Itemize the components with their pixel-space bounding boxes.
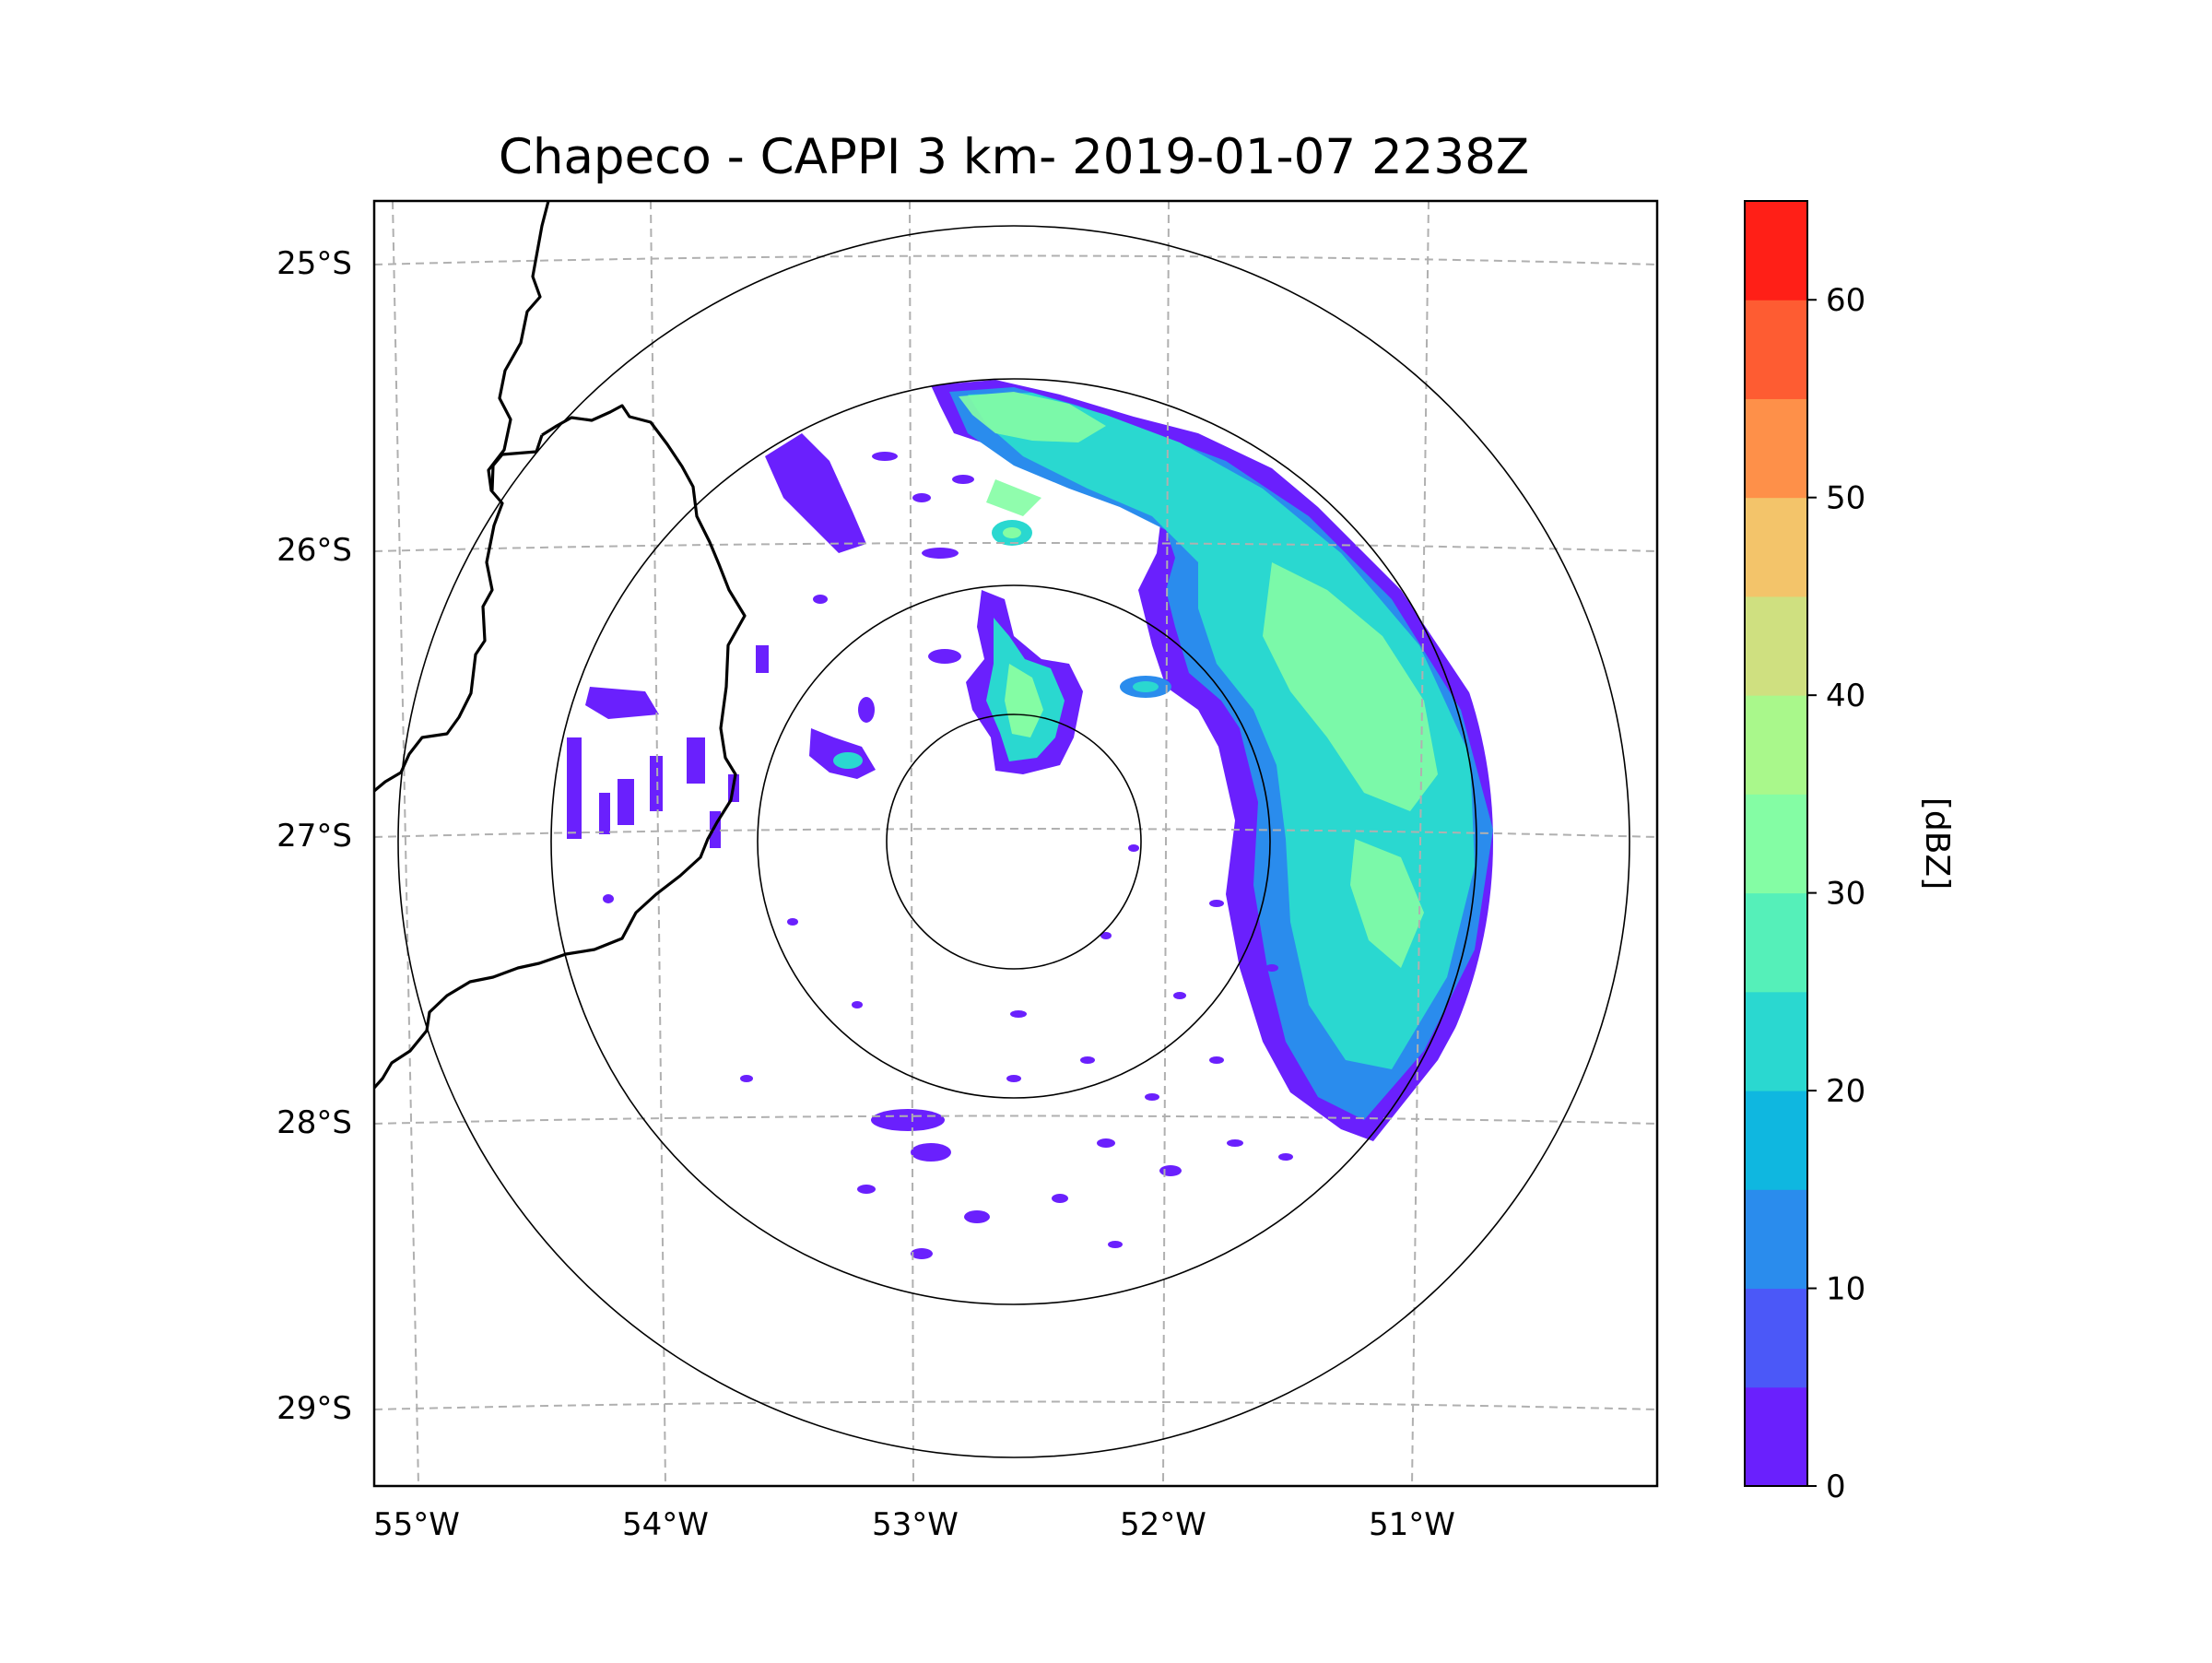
colorbar-swatches <box>1745 201 1807 1487</box>
colorbar-swatch <box>1745 991 1807 1091</box>
map-frame <box>372 199 1659 1488</box>
colorbar-swatch <box>1745 201 1807 301</box>
longitude-labels: 55°W 54°W 53°W 52°W 51°W <box>373 1506 1455 1543</box>
parallel-27s <box>374 828 1657 838</box>
gridlines <box>374 201 1657 1486</box>
echo-far-west-band <box>585 687 659 719</box>
border-argentina-brazil <box>374 404 747 1090</box>
lon-label-54w: 54°W <box>622 1506 709 1543</box>
border-paraguay-brazil <box>374 201 550 793</box>
range-ring-2 <box>757 584 1271 1099</box>
meridian-51w <box>1411 201 1430 1486</box>
colorbar-swatch <box>1745 1189 1807 1290</box>
meridian-53w <box>909 201 914 1486</box>
echo-west-cell-core <box>833 752 863 769</box>
lon-label-55w: 55°W <box>373 1506 460 1543</box>
range-ring-4 <box>397 225 1630 1458</box>
latitude-labels: 25°S 26°S 27°S 28°S 29°S <box>276 245 352 1427</box>
meridian-55w <box>392 201 419 1486</box>
parallel-28s <box>374 1115 1657 1125</box>
lon-label-51w: 51°W <box>1369 1506 1455 1543</box>
range-ring-1 <box>886 714 1142 970</box>
lat-label-26s: 26°S <box>276 532 352 569</box>
echo-southeast-core <box>1133 681 1159 692</box>
parallel-25s <box>374 254 1657 265</box>
lat-label-25s: 25°S <box>276 245 352 282</box>
range-ring-3 <box>550 378 1477 1305</box>
colorbar-tick-label: 30 <box>1826 876 1865 913</box>
colorbar-tick-label: 0 <box>1826 1468 1846 1505</box>
colorbar-tick-label: 60 <box>1826 282 1865 319</box>
echo-center-strong <box>1005 664 1043 737</box>
meridian-52w <box>1162 201 1170 1486</box>
echo-northwest-band <box>765 433 866 553</box>
colorbar-swatch <box>1745 398 1807 499</box>
echo-east-strong <box>959 392 1438 968</box>
lat-label-28s: 28°S <box>276 1104 352 1141</box>
parallel-26s <box>374 542 1657 552</box>
lon-label-53w: 53°W <box>872 1506 959 1543</box>
colorbar-swatch <box>1745 1386 1807 1487</box>
meridian-54w <box>650 201 666 1486</box>
colorbar-tick-label: 50 <box>1826 480 1865 517</box>
colorbar-frame <box>1744 200 1808 1487</box>
colorbar-swatch <box>1745 497 1807 597</box>
lat-label-29s: 29°S <box>276 1390 352 1427</box>
colorbar-label: [dBZ] <box>1918 797 1956 890</box>
colorbar-swatch <box>1745 1288 1807 1388</box>
lat-label-27s: 27°S <box>276 818 352 855</box>
colorbar-swatch <box>1745 695 1807 795</box>
border-misiones-west <box>490 434 544 491</box>
colorbar-ticks: 0 10 20 30 40 50 60 <box>1807 282 1865 1505</box>
echo-center-north-core <box>1003 527 1021 538</box>
scattered-echoes <box>567 452 1293 1259</box>
chart-title: Chapeco - CAPPI 3 km- 2019-01-07 2238Z <box>499 129 1529 185</box>
colorbar: 0 10 20 30 40 50 60 [dBZ] <box>1744 200 1956 1505</box>
colorbar-tick-label: 10 <box>1826 1271 1865 1308</box>
echo-east-moderate <box>968 393 1475 1069</box>
lon-label-52w: 52°W <box>1120 1506 1206 1543</box>
parallel-29s <box>374 1400 1657 1410</box>
colorbar-swatch <box>1745 892 1807 993</box>
colorbar-swatch <box>1745 794 1807 894</box>
map-area <box>374 201 1657 1486</box>
range-rings <box>397 225 1630 1458</box>
colorbar-tick-label: 40 <box>1826 678 1865 714</box>
colorbar-swatch <box>1745 300 1807 399</box>
country-borders <box>374 201 747 1090</box>
colorbar-swatch <box>1745 596 1807 696</box>
colorbar-swatch <box>1745 1091 1807 1190</box>
radar-echoes <box>567 380 1493 1259</box>
colorbar-tick-label: 20 <box>1826 1073 1865 1110</box>
